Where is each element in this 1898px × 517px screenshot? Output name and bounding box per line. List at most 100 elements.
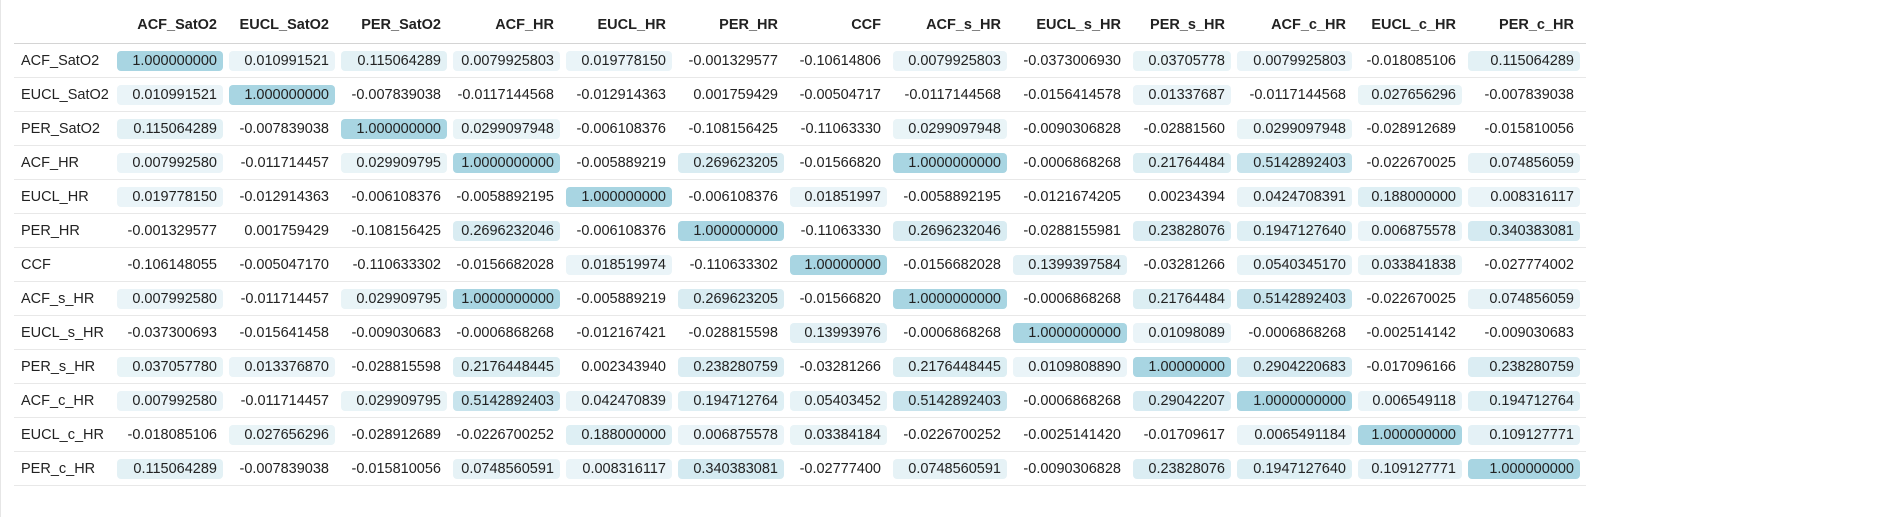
table-cell: -0.0156682028 bbox=[453, 248, 566, 282]
cell-value: -0.10614806 bbox=[799, 52, 881, 69]
column-header: PER_SatO2 bbox=[341, 7, 453, 44]
table-cell: -0.01566820 bbox=[790, 146, 893, 180]
cell-value: 0.5142892403 bbox=[1237, 288, 1352, 309]
table-cell: -0.037300693 bbox=[117, 316, 229, 350]
table-cell: 1.0000000000 bbox=[893, 146, 1013, 180]
cell-value: 0.1947127640 bbox=[1237, 220, 1352, 241]
table-cell: -0.03281266 bbox=[790, 350, 893, 384]
cell-value: 0.03384184 bbox=[790, 424, 887, 445]
cell-value: -0.012167421 bbox=[576, 324, 667, 341]
table-cell: 1.000000000 bbox=[229, 78, 341, 112]
table-cell: -0.0058892195 bbox=[893, 180, 1013, 214]
cell-value: 0.109127771 bbox=[1468, 424, 1580, 445]
row-label: PER_s_HR bbox=[14, 350, 117, 384]
table-cell: 0.340383081 bbox=[678, 452, 790, 486]
cell-value: -0.0058892195 bbox=[456, 188, 554, 205]
cell-value: 0.029909795 bbox=[341, 390, 447, 411]
table-cell: 1.00000000 bbox=[1133, 350, 1237, 384]
cell-value: -0.0121674205 bbox=[1023, 188, 1121, 205]
table-cell: -0.006108376 bbox=[341, 180, 453, 214]
cell-value: 0.23828076 bbox=[1133, 220, 1231, 241]
cell-value: 0.0540345170 bbox=[1237, 254, 1352, 275]
cell-value: 0.194712764 bbox=[1468, 390, 1580, 411]
cell-value: 0.0079925803 bbox=[1237, 50, 1352, 71]
table-cell: -0.002514142 bbox=[1358, 316, 1468, 350]
table-cell: -0.018085106 bbox=[1358, 44, 1468, 78]
table-cell: 0.007992580 bbox=[117, 146, 229, 180]
cell-value: -0.01709617 bbox=[1143, 426, 1225, 443]
cell-value: -0.0156414578 bbox=[1023, 86, 1121, 103]
column-header: EUCL_c_HR bbox=[1358, 7, 1468, 44]
cell-value: 0.238280759 bbox=[1468, 356, 1580, 377]
column-header: EUCL_SatO2 bbox=[229, 7, 341, 44]
table-cell: 0.2696232046 bbox=[893, 214, 1013, 248]
cell-value: 0.013376870 bbox=[229, 356, 335, 377]
cell-value: 0.01851997 bbox=[790, 186, 887, 207]
cell-value: 0.029909795 bbox=[341, 152, 447, 173]
table-cell: 0.0424708391 bbox=[1237, 180, 1358, 214]
cell-value: -0.015810056 bbox=[1484, 120, 1575, 137]
cell-value: 0.029909795 bbox=[341, 288, 447, 309]
table-cell: -0.01709617 bbox=[1133, 418, 1237, 452]
table-cell: -0.02777400 bbox=[790, 452, 893, 486]
table-cell: 0.2904220683 bbox=[1237, 350, 1358, 384]
table-cell: -0.006108376 bbox=[566, 214, 678, 248]
table-cell: 1.0000000000 bbox=[893, 282, 1013, 316]
cell-value: 1.0000000000 bbox=[453, 288, 560, 309]
column-header: PER_HR bbox=[678, 7, 790, 44]
table-cell: -0.028815598 bbox=[341, 350, 453, 384]
cell-value: 0.115064289 bbox=[341, 50, 447, 71]
cell-value: 0.027656296 bbox=[1358, 84, 1462, 105]
table-cell: 0.1947127640 bbox=[1237, 452, 1358, 486]
table-body: ACF_SatO2 1.000000000 0.010991521 0.1150642… bbox=[14, 44, 1586, 486]
cell-value: -0.0090306828 bbox=[1023, 120, 1121, 137]
table-cell: -0.007839038 bbox=[1468, 78, 1586, 112]
table-cell: -0.015641458 bbox=[229, 316, 341, 350]
table-cell: 0.115064289 bbox=[117, 452, 229, 486]
table-cell: 0.019778150 bbox=[117, 180, 229, 214]
table-row: PER_HR -0.001329577 0.001759429 -0.10815642… bbox=[14, 214, 1586, 248]
table-cell: 0.2176448445 bbox=[893, 350, 1013, 384]
table-cell: 1.000000000 bbox=[117, 44, 229, 78]
cell-value: 0.5142892403 bbox=[1237, 152, 1352, 173]
cell-value: -0.108156425 bbox=[351, 222, 442, 239]
table-cell: -0.011714457 bbox=[229, 282, 341, 316]
table-cell: 0.188000000 bbox=[1358, 180, 1468, 214]
table-cell: -0.11063330 bbox=[790, 214, 893, 248]
cell-value: -0.0117144568 bbox=[457, 86, 555, 103]
cell-value: 0.5142892403 bbox=[453, 390, 560, 411]
table-cell: -0.11063330 bbox=[790, 112, 893, 146]
table-cell: 0.027656296 bbox=[1358, 78, 1468, 112]
table-cell: -0.018085106 bbox=[117, 418, 229, 452]
table-cell: 0.2176448445 bbox=[453, 350, 566, 384]
cell-value: 0.074856059 bbox=[1468, 152, 1580, 173]
row-label: ACF_HR bbox=[14, 146, 117, 180]
cell-value: 0.1947127640 bbox=[1237, 458, 1352, 479]
table-cell: -0.0121674205 bbox=[1013, 180, 1133, 214]
table-cell: 0.01098089 bbox=[1133, 316, 1237, 350]
table-cell: 0.0109808890 bbox=[1013, 350, 1133, 384]
cell-value: 0.008316117 bbox=[566, 458, 672, 479]
table-cell: 0.037057780 bbox=[117, 350, 229, 384]
table-cell: 0.115064289 bbox=[341, 44, 453, 78]
table-cell: -0.0006868268 bbox=[453, 316, 566, 350]
table-cell: -0.009030683 bbox=[1468, 316, 1586, 350]
cell-value: -0.005047170 bbox=[239, 256, 330, 273]
table-cell: 0.115064289 bbox=[1468, 44, 1586, 78]
cell-value: 0.0109808890 bbox=[1013, 356, 1127, 377]
cell-value: -0.0006868268 bbox=[1023, 392, 1121, 409]
cell-value: -0.027774002 bbox=[1484, 256, 1575, 273]
cell-value: 0.01337687 bbox=[1133, 84, 1231, 105]
table-cell: -0.011714457 bbox=[229, 384, 341, 418]
table-cell: -0.0373006930 bbox=[1013, 44, 1133, 78]
cell-value: -0.03281266 bbox=[799, 358, 881, 375]
table-cell: 0.029909795 bbox=[341, 282, 453, 316]
table-cell: -0.0090306828 bbox=[1013, 452, 1133, 486]
table-cell: 0.0748560591 bbox=[893, 452, 1013, 486]
cell-value: 0.21764484 bbox=[1133, 288, 1231, 309]
table-cell: -0.001329577 bbox=[117, 214, 229, 248]
table-cell: -0.110633302 bbox=[678, 248, 790, 282]
table-cell: -0.005047170 bbox=[229, 248, 341, 282]
table-cell: 0.01851997 bbox=[790, 180, 893, 214]
cell-value: 0.0748560591 bbox=[453, 458, 560, 479]
